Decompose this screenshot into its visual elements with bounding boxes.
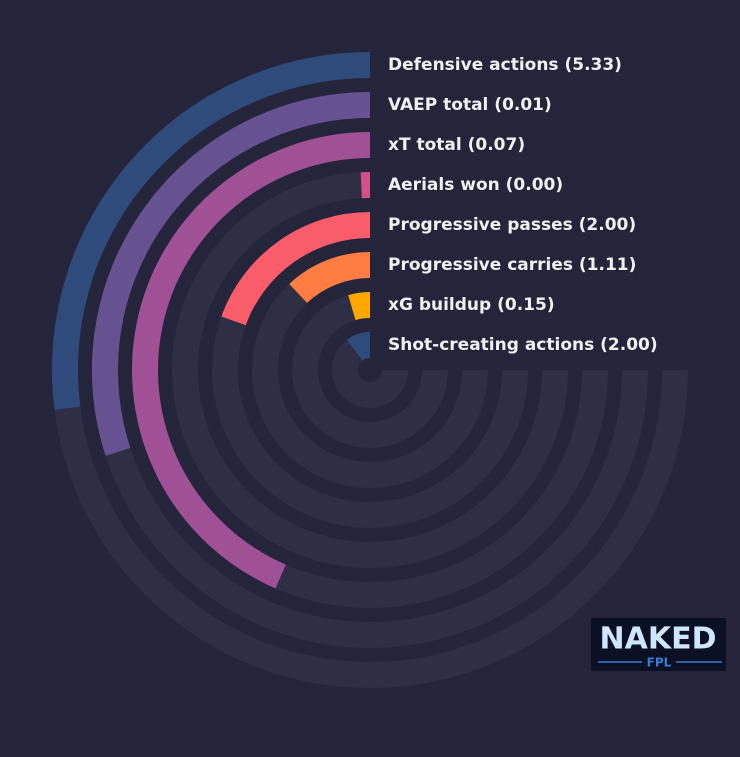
bar <box>92 92 371 456</box>
bar <box>289 252 371 304</box>
track <box>172 172 568 568</box>
bar-label: Progressive passes (2.00) <box>388 215 636 235</box>
bar <box>221 212 371 326</box>
bar <box>132 132 371 589</box>
bar-label: Defensive actions (5.33) <box>388 55 622 75</box>
logo-text: NAKED <box>600 622 717 657</box>
bar-label: VAEP total (0.01) <box>388 95 552 115</box>
bar-label: xT total (0.07) <box>388 135 525 155</box>
rings: Defensive actions (5.33) VAEP total (0.01… <box>52 52 688 688</box>
logo-subtext: FPL <box>647 656 672 670</box>
track <box>292 292 448 448</box>
bar <box>346 332 372 362</box>
bar <box>348 292 371 321</box>
bar-label: xG buildup (0.15) <box>388 295 555 315</box>
track <box>332 332 408 408</box>
bar-label: Progressive carries (1.11) <box>388 255 636 275</box>
bar-label: Shot-creating actions (2.00) <box>388 335 658 355</box>
bar-label: Aerials won (0.00) <box>388 175 563 195</box>
bar <box>52 52 371 410</box>
logo: NAKED FPL <box>591 618 726 671</box>
